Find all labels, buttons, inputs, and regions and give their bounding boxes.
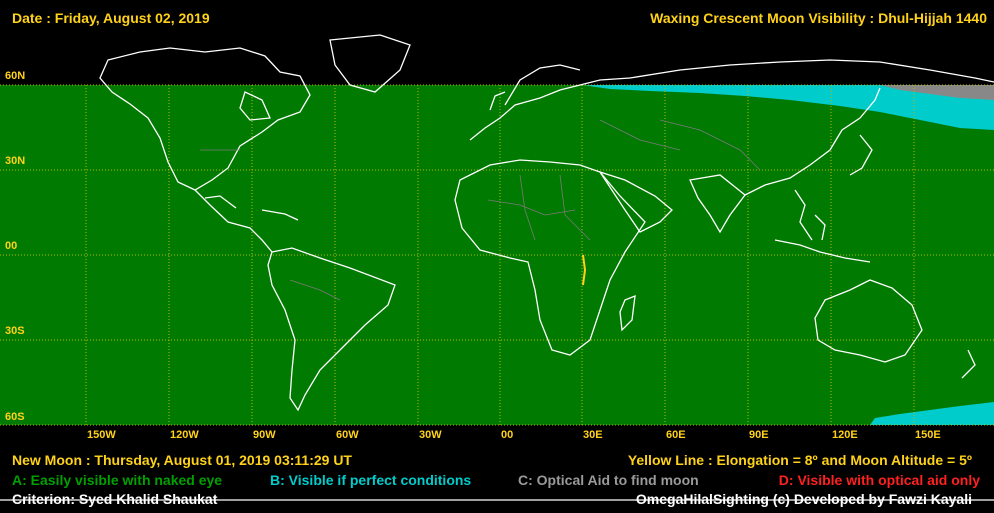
new-moon-info: New Moon : Thursday, August 01, 2019 03:… [12,452,352,468]
lon-label-90w: 90W [253,429,276,441]
lon-label-60e: 60E [666,429,686,441]
zone-b-region-north [582,85,994,130]
lat-label-00: 00 [5,240,18,252]
yellow-line [582,254,587,286]
map-title: Waxing Crescent Moon Visibility : Dhul-H… [650,10,987,26]
date-label: Date : Friday, August 02, 2019 [12,10,210,26]
lat-label-30n: 30N [5,155,26,167]
lon-label-120w: 120W [170,429,199,441]
lon-label-30e: 30E [583,429,603,441]
coastlines [0,34,994,501]
lon-label-150e: 150E [915,429,941,441]
lon-label-00: 00 [501,429,514,441]
zone-c-region [880,85,994,100]
legend-zone-c: C: Optical Aid to find moon [518,472,699,488]
lat-label-60s: 60S [5,411,25,423]
lon-label-150w: 150W [87,429,116,441]
lat-label-60n: 60N [5,70,26,82]
legend-zone-b: B: Visible if perfect conditions [270,472,472,488]
zone-b-region-south [870,402,994,425]
credit-label: OmegaHilalSighting (c) Developed by Fawz… [635,491,972,507]
legend-zone-a: A: Easily visible with naked eye [12,472,223,488]
lon-label-90e: 90E [749,429,769,441]
criterion-label: Criterion: Syed Khalid Shaukat [12,491,218,507]
lon-label-120e: 120E [832,429,858,441]
lon-label-30w: 30W [419,429,442,441]
graticule [0,84,994,426]
lat-label-30s: 30S [5,325,25,337]
yellow-line-legend: Yellow Line : Elongation = 8º and Moon A… [627,452,972,468]
country-borders [200,119,761,301]
lon-label-60w: 60W [336,429,359,441]
legend-zone-d: D: Visible with optical aid only [778,472,980,488]
